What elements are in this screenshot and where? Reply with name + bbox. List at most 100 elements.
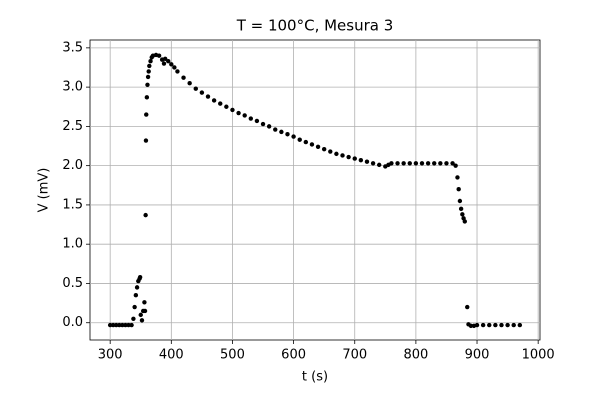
data-point bbox=[132, 304, 137, 310]
data-point bbox=[131, 316, 136, 321]
data-point bbox=[111, 322, 116, 328]
data-point bbox=[144, 95, 150, 100]
data-point bbox=[147, 63, 152, 69]
data-point bbox=[460, 212, 465, 217]
data-point bbox=[139, 318, 145, 323]
x-tick-label: 600 bbox=[281, 348, 306, 363]
data-point bbox=[145, 82, 150, 87]
data-point bbox=[138, 312, 143, 318]
data-point bbox=[432, 161, 437, 166]
data-point bbox=[273, 127, 278, 132]
data-point bbox=[187, 80, 192, 86]
data-point bbox=[248, 116, 254, 121]
data-point bbox=[413, 161, 419, 166]
data-point bbox=[328, 149, 333, 154]
data-point bbox=[480, 322, 486, 328]
data-point bbox=[205, 94, 211, 99]
data-point bbox=[376, 162, 382, 168]
data-point bbox=[285, 132, 290, 137]
data-point bbox=[474, 322, 480, 328]
data-point bbox=[181, 75, 186, 80]
data-point bbox=[309, 142, 315, 147]
data-point bbox=[242, 113, 247, 118]
data-point bbox=[169, 62, 174, 67]
data-point bbox=[364, 159, 370, 164]
data-point bbox=[493, 322, 498, 328]
data-point bbox=[172, 65, 177, 70]
data-point bbox=[134, 285, 140, 290]
y-tick-label: 1.0 bbox=[62, 237, 83, 252]
data-point bbox=[315, 144, 321, 150]
x-axis-label: t (s) bbox=[302, 370, 328, 385]
data-point bbox=[395, 161, 400, 166]
data-point bbox=[137, 274, 143, 280]
data-point bbox=[458, 206, 464, 212]
x-tick-label: 300 bbox=[98, 348, 123, 363]
data-point bbox=[266, 124, 272, 129]
x-tick-label: 900 bbox=[465, 348, 490, 363]
data-point bbox=[133, 293, 139, 298]
data-point bbox=[129, 322, 134, 328]
data-point bbox=[407, 161, 412, 166]
data-point bbox=[346, 154, 351, 160]
data-point bbox=[193, 86, 198, 91]
data-point bbox=[401, 161, 406, 166]
y-tick-label: 0.0 bbox=[62, 315, 83, 330]
data-point bbox=[453, 163, 458, 168]
data-point bbox=[425, 161, 431, 166]
data-point bbox=[297, 137, 302, 142]
x-tick-label: 400 bbox=[159, 348, 184, 363]
x-tick-label: 700 bbox=[342, 348, 367, 363]
x-tick-label: 500 bbox=[220, 348, 245, 363]
y-tick-label: 3.0 bbox=[62, 80, 83, 95]
data-point bbox=[224, 104, 229, 109]
data-point bbox=[211, 98, 217, 103]
data-point bbox=[455, 175, 460, 180]
data-point bbox=[462, 219, 467, 224]
y-tick-label: 3.5 bbox=[62, 40, 83, 55]
data-point bbox=[163, 56, 168, 62]
data-point bbox=[236, 110, 241, 116]
data-point bbox=[161, 61, 167, 66]
data-point bbox=[260, 121, 266, 127]
data-point bbox=[144, 112, 149, 117]
data-point bbox=[444, 161, 449, 166]
data-point bbox=[254, 118, 260, 124]
data-point bbox=[126, 322, 131, 328]
y-tick-label: 0.5 bbox=[62, 276, 83, 291]
data-point bbox=[511, 322, 516, 328]
data-point bbox=[107, 322, 113, 328]
data-point bbox=[175, 69, 180, 74]
data-point bbox=[123, 322, 128, 328]
data-point bbox=[465, 304, 470, 310]
data-point bbox=[199, 90, 205, 95]
data-point bbox=[148, 59, 153, 64]
data-point bbox=[142, 300, 147, 305]
data-point bbox=[143, 138, 149, 143]
data-point bbox=[517, 322, 523, 328]
data-point bbox=[456, 187, 461, 192]
x-tick-label: 1000 bbox=[522, 348, 555, 363]
data-point bbox=[218, 101, 223, 106]
data-point bbox=[340, 153, 345, 158]
y-axis-label: V (mV) bbox=[37, 168, 52, 213]
data-point bbox=[142, 308, 148, 314]
data-point bbox=[321, 146, 327, 152]
data-point bbox=[117, 322, 122, 328]
data-point bbox=[457, 198, 463, 204]
data-point bbox=[438, 161, 443, 166]
data-point bbox=[505, 322, 510, 328]
chart-title: T = 100°C, Mesura 3 bbox=[236, 17, 394, 35]
data-point bbox=[358, 157, 364, 163]
data-point bbox=[146, 69, 151, 74]
data-point bbox=[114, 322, 119, 328]
data-point bbox=[291, 134, 296, 139]
data-point bbox=[303, 139, 309, 145]
y-tick-label: 1.5 bbox=[62, 197, 83, 212]
data-point bbox=[487, 322, 492, 328]
plot-frame bbox=[89, 39, 541, 341]
data-point bbox=[352, 156, 357, 161]
data-point bbox=[156, 53, 162, 58]
data-point bbox=[370, 161, 376, 166]
